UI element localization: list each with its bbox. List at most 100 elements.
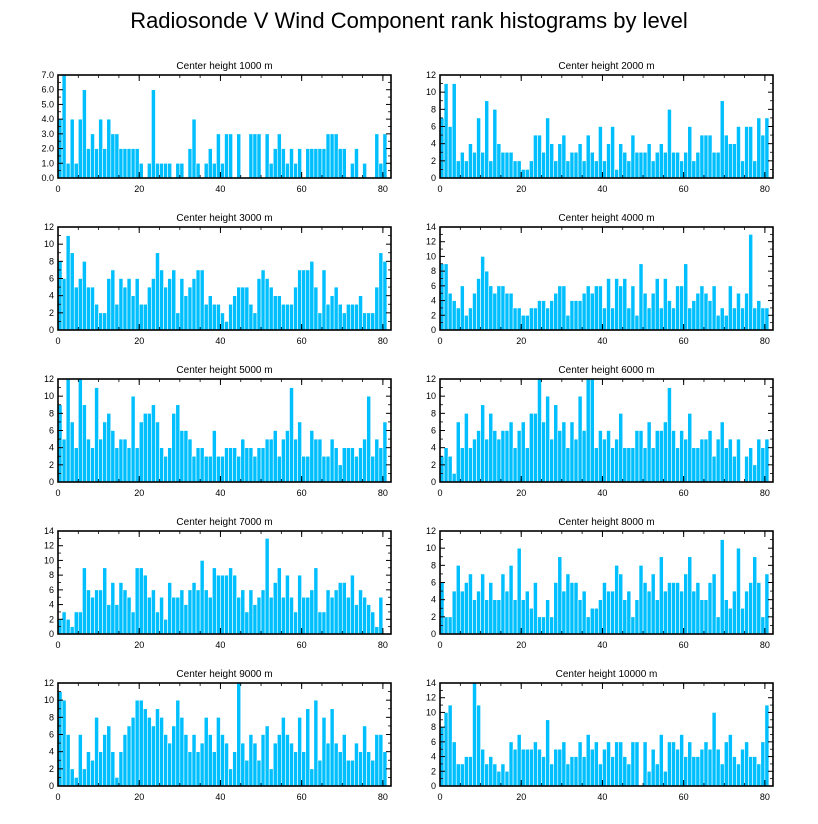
histogram-bar (492, 763, 498, 787)
histogram-bar (142, 574, 148, 635)
y-tick-label: 0 (49, 629, 54, 639)
histogram-bar (549, 143, 555, 179)
histogram-bar (541, 421, 546, 483)
histogram-bar (451, 741, 457, 787)
histogram-bar (256, 759, 262, 787)
histogram-bar (642, 447, 648, 483)
histogram-bar (480, 404, 485, 483)
histogram-bar (220, 734, 225, 787)
histogram-bar (642, 292, 648, 331)
x-tick-label: 60 (297, 184, 307, 194)
histogram-bar (244, 611, 250, 635)
histogram-bar (102, 567, 108, 635)
histogram-bar (610, 307, 615, 331)
histogram-bar (516, 734, 522, 787)
histogram-bar (500, 430, 506, 483)
histogram-bar (264, 725, 270, 787)
histogram-bar (98, 312, 103, 331)
histogram-bar (134, 567, 140, 635)
histogram-bar (703, 292, 709, 331)
y-tick-label: 10 (426, 87, 436, 97)
histogram-bar (171, 269, 177, 331)
histogram-bar (90, 759, 95, 787)
x-tick-label: 20 (134, 640, 144, 650)
histogram-bar (545, 599, 550, 635)
histogram-bar (634, 599, 640, 635)
histogram-bar (565, 314, 571, 331)
x-tick-label: 60 (297, 336, 307, 346)
x-tick-label: 40 (597, 336, 607, 346)
histogram-bar (654, 430, 660, 483)
histogram-bar (756, 582, 762, 635)
histogram-bar (642, 741, 648, 787)
histogram-bar (191, 734, 197, 787)
histogram-bar (346, 759, 351, 787)
histogram-bar (370, 312, 376, 331)
histogram-bar (752, 160, 758, 179)
y-tick-label: 10 (44, 555, 54, 565)
x-tick-label: 40 (215, 640, 225, 650)
histogram-bar (61, 278, 67, 331)
histogram-bar (289, 148, 294, 179)
histogram-bar (703, 599, 709, 635)
histogram-bar (589, 607, 595, 635)
histogram-bar (272, 582, 278, 635)
x-tick-label: 20 (516, 640, 526, 650)
histogram-bar (199, 560, 205, 635)
histogram-bar (699, 285, 705, 331)
histogram-bar (752, 307, 758, 331)
histogram-bar (341, 582, 347, 635)
histogram-bar (163, 734, 168, 787)
histogram-bar (313, 286, 319, 331)
histogram-bar (524, 447, 530, 483)
histogram-bar (362, 162, 367, 179)
histogram-bar (187, 589, 193, 635)
histogram-bar (285, 162, 290, 179)
x-tick-label: 0 (55, 488, 60, 498)
histogram-bar (301, 455, 307, 483)
histogram-bar (451, 590, 457, 635)
histogram-bar (707, 134, 713, 179)
histogram-bar (260, 734, 266, 787)
x-tick-label: 20 (516, 336, 526, 346)
x-tick-label: 20 (134, 488, 144, 498)
histogram-bar (313, 699, 319, 787)
histogram-bar (500, 285, 506, 331)
y-tick-label: 6 (49, 730, 54, 740)
histogram-bar (626, 447, 632, 483)
histogram-bar (618, 285, 624, 331)
histogram-bar (557, 430, 563, 483)
histogram-bar (598, 126, 603, 179)
histogram-bar (650, 447, 656, 483)
histogram-bar (317, 148, 323, 179)
histogram-bar (329, 438, 335, 483)
histogram-bar (256, 596, 262, 635)
histogram-bar (642, 582, 648, 635)
histogram-bar (634, 151, 640, 179)
histogram-bar (362, 596, 367, 635)
histogram-bar (163, 162, 168, 179)
histogram-bar (244, 286, 250, 331)
histogram-bar (114, 777, 120, 787)
histogram-bar (671, 430, 676, 483)
histogram-bar (480, 748, 485, 787)
y-tick-label: 0.0 (41, 173, 54, 183)
histogram-bar (675, 285, 680, 331)
histogram-bar (687, 556, 693, 635)
histogram-bar (147, 286, 152, 331)
histogram-bar (618, 413, 624, 483)
histogram-bar (573, 151, 579, 179)
histogram-bar (118, 438, 124, 483)
panel-title: Center height 3000 m (176, 213, 272, 224)
histogram-bar (459, 285, 465, 331)
histogram-bar (82, 261, 87, 331)
histogram-bar (459, 763, 465, 787)
histogram-bar (309, 148, 315, 179)
histogram-bar (459, 447, 465, 483)
histogram-bar (240, 438, 246, 483)
histogram-bar (138, 567, 144, 635)
x-tick-label: 0 (437, 336, 442, 346)
histogram-bar (732, 143, 737, 179)
histogram-bar (663, 421, 668, 483)
